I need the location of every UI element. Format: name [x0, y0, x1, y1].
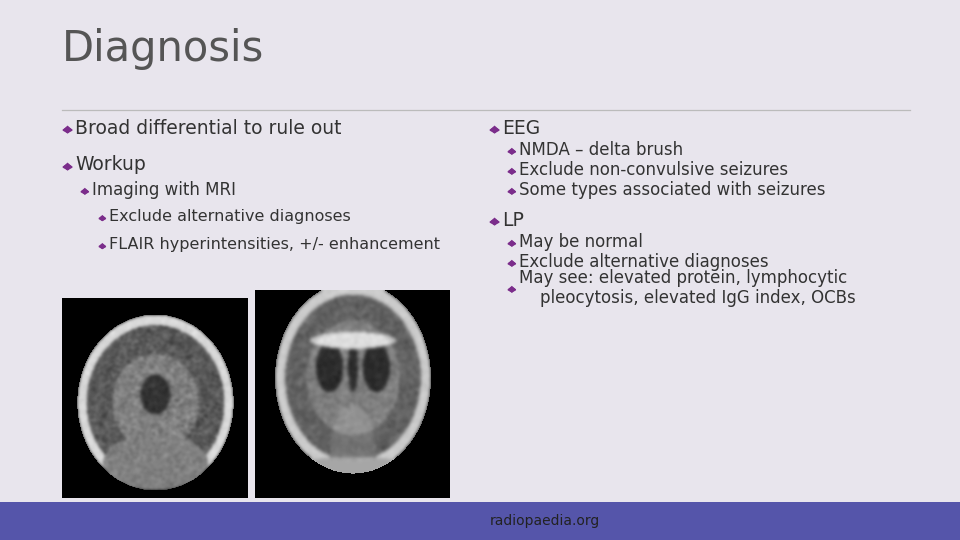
- Text: Broad differential to rule out: Broad differential to rule out: [75, 118, 342, 138]
- Text: NMDA – delta brush: NMDA – delta brush: [518, 141, 683, 159]
- Polygon shape: [64, 126, 71, 133]
- Text: radiopaedia.org: radiopaedia.org: [490, 514, 600, 528]
- Polygon shape: [490, 127, 499, 133]
- Polygon shape: [492, 219, 497, 225]
- Polygon shape: [100, 244, 105, 248]
- Polygon shape: [508, 288, 516, 292]
- Polygon shape: [492, 126, 497, 133]
- Polygon shape: [508, 150, 516, 154]
- Text: Exclude alternative diagnoses: Exclude alternative diagnoses: [108, 210, 350, 225]
- Polygon shape: [509, 148, 515, 154]
- Polygon shape: [508, 261, 516, 266]
- Text: FLAIR hyperintensities, +/- enhancement: FLAIR hyperintensities, +/- enhancement: [108, 238, 440, 253]
- Polygon shape: [63, 165, 72, 170]
- Polygon shape: [81, 190, 88, 194]
- Text: Exclude alternative diagnoses: Exclude alternative diagnoses: [518, 253, 768, 271]
- Polygon shape: [490, 219, 499, 225]
- Text: EEG: EEG: [502, 118, 540, 138]
- Polygon shape: [509, 241, 515, 246]
- Text: Some types associated with seizures: Some types associated with seizures: [518, 181, 826, 199]
- Text: LP: LP: [502, 211, 524, 229]
- Text: Imaging with MRI: Imaging with MRI: [92, 181, 236, 199]
- Text: May see: elevated protein, lymphocytic
    pleocytosis, elevated IgG index, OCBs: May see: elevated protein, lymphocytic p…: [518, 268, 855, 307]
- Bar: [0, 502, 960, 540]
- Polygon shape: [509, 287, 515, 292]
- Text: May be normal: May be normal: [518, 233, 642, 251]
- Polygon shape: [83, 188, 87, 194]
- Polygon shape: [508, 241, 516, 246]
- Text: Diagnosis: Diagnosis: [62, 28, 264, 70]
- Polygon shape: [99, 217, 106, 220]
- Polygon shape: [99, 245, 106, 248]
- Polygon shape: [508, 170, 516, 174]
- Polygon shape: [509, 168, 515, 174]
- Polygon shape: [509, 261, 515, 266]
- Polygon shape: [509, 188, 515, 194]
- Polygon shape: [100, 216, 105, 221]
- Polygon shape: [64, 164, 71, 170]
- Text: Exclude non-convulsive seizures: Exclude non-convulsive seizures: [518, 161, 788, 179]
- Text: Workup: Workup: [75, 156, 146, 174]
- Polygon shape: [508, 190, 516, 194]
- Polygon shape: [63, 127, 72, 133]
